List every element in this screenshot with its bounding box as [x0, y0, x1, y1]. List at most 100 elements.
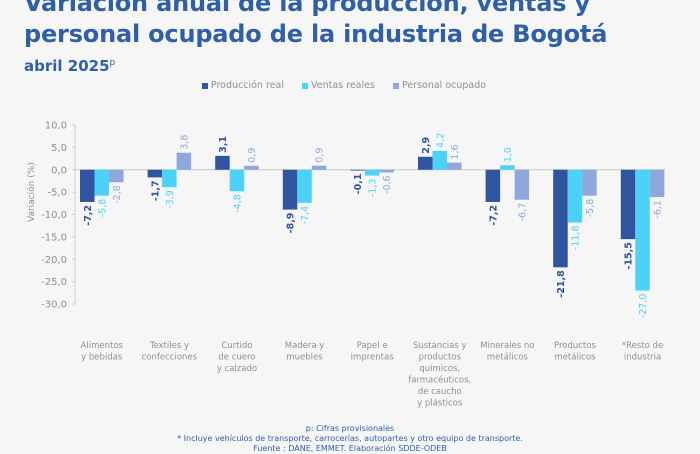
- bar-produccion: [620, 169, 636, 240]
- category-label: Madera y: [285, 341, 325, 351]
- category-label: farmacéuticos,: [408, 375, 471, 386]
- category-label: Minerales no: [480, 341, 534, 351]
- data-label: -4,8: [232, 194, 243, 213]
- bar-produccion: [418, 156, 433, 170]
- category-label: industria: [624, 353, 661, 363]
- category-label: Curtido: [221, 341, 252, 351]
- data-label: 0,9: [315, 148, 326, 163]
- chart-title: Variación anual de la producción, ventas…: [24, 0, 607, 50]
- subtitle-text: abril 2025: [24, 57, 110, 75]
- category-label: y calzado: [217, 364, 257, 374]
- data-label: 4,2: [435, 133, 446, 148]
- provisional-mark: p: [109, 58, 116, 68]
- chart-legend: Producción real Ventas reales Personal o…: [0, 80, 694, 91]
- y-tick-label: -5,0: [47, 188, 67, 199]
- bar-produccion: [80, 169, 95, 202]
- category-label: confecciones: [142, 353, 198, 363]
- category-label: Papel e: [357, 341, 388, 351]
- category-label: y plásticos: [417, 399, 463, 409]
- y-tick-label: -30,0: [41, 300, 67, 311]
- title-line-2: personal ocupado de la industria de Bogo…: [24, 20, 608, 48]
- bar-ventas: [567, 169, 583, 223]
- data-label: -7,2: [83, 205, 94, 226]
- bar-personal: [379, 169, 394, 173]
- legend-swatch-produccion: [201, 82, 208, 89]
- category-label: Alimentos: [81, 341, 124, 351]
- bar-personal: [176, 152, 192, 170]
- legend-item-produccion: Producción real: [201, 80, 284, 91]
- y-tick-label: -25,0: [41, 277, 67, 288]
- data-label: -5,8: [97, 199, 108, 218]
- bar-personal: [109, 169, 124, 183]
- legend-swatch-personal: [392, 82, 399, 89]
- bar-ventas: [162, 169, 177, 188]
- category-label: Textiles y: [149, 341, 189, 351]
- data-label: -7,4: [300, 206, 311, 225]
- data-label: -21,8: [556, 270, 567, 298]
- bar-produccion: [553, 169, 568, 268]
- data-label: -1,3: [368, 179, 379, 198]
- category-label: productos: [419, 353, 462, 363]
- bar-personal: [311, 165, 327, 170]
- data-label: -6,7: [517, 203, 528, 222]
- category-label: muebles: [286, 353, 323, 363]
- bar-chart: 10,0 5,0 0,0 -5,0 -10,0 -15,0 -20,0 -25,0 -30,0 V…: [26, 121, 665, 409]
- footnote-provisional: p: Cifras provisionales: [305, 424, 395, 433]
- data-label: -5,8: [585, 199, 596, 218]
- data-label: -1,7: [150, 180, 161, 201]
- y-tick-label: -10,0: [41, 210, 67, 221]
- y-tick-label: 10,0: [45, 121, 67, 132]
- bar-ventas: [432, 150, 447, 170]
- data-label: -8,9: [286, 213, 297, 234]
- data-label: 0,9: [247, 148, 258, 163]
- data-label: -0,1: [353, 174, 364, 195]
- footnote-source: Fuente : DANE, EMMET. Elaboración SDDE-O…: [253, 444, 447, 453]
- bar-produccion: [147, 169, 163, 178]
- legend-label-personal: Personal ocupado: [401, 80, 487, 91]
- bar-ventas: [500, 165, 515, 170]
- bar-ventas: [94, 169, 109, 196]
- data-label: -0,6: [382, 175, 393, 194]
- data-label: 3,8: [179, 135, 190, 150]
- data-label: 1,6: [450, 144, 461, 159]
- footnote-resto-industria: * Incluye vehículos de transporte, carro…: [177, 434, 523, 443]
- bar-personal: [582, 169, 597, 196]
- data-label: 3,1: [218, 136, 229, 153]
- category-label: químicos,: [419, 364, 460, 374]
- category-label: metálicos: [487, 353, 529, 363]
- bar-personal: [649, 169, 665, 198]
- y-tick-label: -15,0: [41, 232, 67, 243]
- legend-swatch-ventas: [301, 82, 308, 89]
- bar-personal: [447, 162, 462, 170]
- y-tick-label: 0,0: [51, 165, 67, 176]
- bar-ventas: [364, 169, 380, 176]
- category-label: *Resto de: [622, 341, 663, 351]
- bar-produccion: [215, 155, 230, 170]
- bar-ventas: [635, 169, 650, 291]
- category-label: y bebidas: [81, 353, 123, 363]
- bar-produccion: [282, 169, 298, 210]
- data-label: -2,8: [112, 185, 123, 204]
- data-label: 2,9: [421, 137, 432, 154]
- bar-ventas: [297, 169, 312, 203]
- bar-personal: [244, 165, 259, 170]
- title-line-1: Variación anual de la producción, ventas…: [24, 0, 590, 17]
- category-label: metálicos: [554, 353, 596, 363]
- legend-item-ventas: Ventas reales: [301, 80, 375, 91]
- data-label: -27,0: [638, 294, 649, 319]
- y-tick-label: -20,0: [41, 255, 67, 266]
- category-label: de cuero: [218, 353, 255, 363]
- category-label: Productos: [554, 341, 596, 351]
- legend-item-personal: Personal ocupado: [392, 80, 487, 91]
- chart-subtitle: abril 2025p: [24, 57, 115, 75]
- data-label: -6,1: [653, 200, 664, 219]
- data-label: -11,8: [570, 226, 581, 251]
- category-label: imprentas: [351, 353, 395, 363]
- legend-label-produccion: Producción real: [210, 80, 284, 91]
- category-label: Sustancias y: [413, 341, 467, 351]
- category-label: de caucho: [418, 387, 462, 397]
- bar-ventas: [229, 169, 245, 192]
- bar-produccion: [350, 169, 365, 171]
- data-label: -7,2: [488, 205, 499, 226]
- data-label: -15,5: [624, 242, 635, 269]
